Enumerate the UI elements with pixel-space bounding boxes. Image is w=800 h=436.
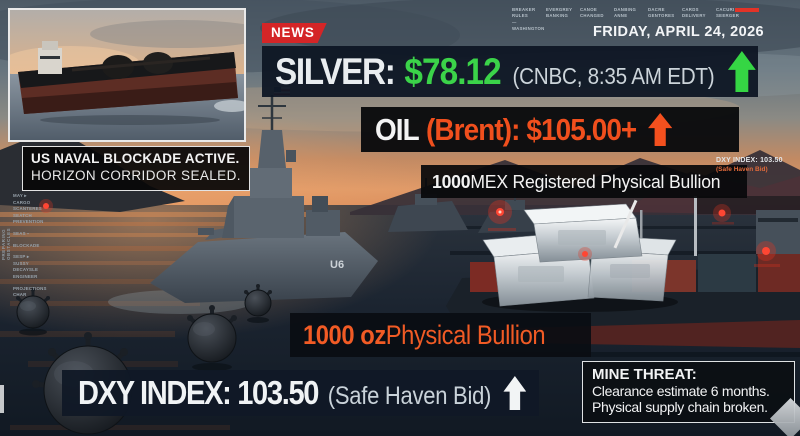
- mex-bullion-qty: 1000: [432, 170, 471, 192]
- oz-bullion-callout: 1000 oz Physical Bullion: [290, 313, 592, 357]
- ingot-stamp: [518, 266, 564, 282]
- ticker-accent-dash: [735, 8, 759, 12]
- oil-quote-bar: OIL (Brent): $105.00+: [361, 107, 739, 152]
- side-annotation: SESP ▸ SUSSY DECAYSLE ENGINEER: [13, 254, 39, 280]
- mex-bullion-callout: 1000 MEX Registered Physical Bullion: [421, 165, 747, 198]
- ticker-item: CARDS DELIVERY: [682, 7, 706, 19]
- oz-bullion-text: Physical Bullion: [385, 319, 546, 350]
- ticker-item: CACURI SEERGER: [716, 7, 740, 19]
- blockade-caption: US NAVAL BLOCKADE ACTIVE. HORIZON CORRID…: [22, 146, 250, 191]
- blockade-line2: HORIZON CORRIDOR SEALED.: [31, 167, 241, 183]
- side-annotation: MAY ▸ CARGO SCANTERES SEATCH PREVENTION: [13, 193, 44, 225]
- side-annotation: PROJECTIONS CHAR: [13, 285, 47, 298]
- red-lights: [39, 199, 780, 267]
- ticker-item: CANOE CHANGED: [580, 7, 604, 19]
- sea-mine: [244, 284, 272, 323]
- oil-up-arrow-icon: [648, 113, 673, 146]
- dxy-up-arrow-icon: [503, 376, 527, 410]
- sea-mine: [16, 288, 50, 336]
- side-annotation: BLOCKADE: [13, 242, 40, 248]
- tanker-scene: [10, 10, 244, 140]
- oil-price: (Brent): $105.00+: [426, 111, 637, 147]
- sea-mine: [187, 305, 237, 371]
- mini-dxy-line1: DXY INDEX: 103.50: [716, 157, 783, 164]
- dxy-label: DXY INDEX: 103.50: [78, 374, 319, 411]
- oz-bullion-qty: 1000 oz: [303, 319, 386, 350]
- silver-quote-bar: SILVER: $78.12 (CNBC, 8:35 AM EDT): [262, 46, 758, 97]
- ingot-stamp: [610, 264, 650, 278]
- silver-label: SILVER:: [275, 50, 396, 92]
- inset-photo: [8, 8, 246, 142]
- ticker-item: BREAKER RULES — WASHINGTON: [512, 7, 545, 32]
- mine-threat-line1: Clearance estimate 6 months.: [592, 382, 770, 399]
- blockade-line1: US NAVAL BLOCKADE ACTIVE.: [31, 151, 240, 166]
- mini-dxy-line2: (Safe Haven Bid): [716, 165, 768, 173]
- side-annotations: MAY ▸ CARGO SCANTERES SEATCH PREVENTION S…: [13, 193, 55, 304]
- ingot-stamp: [558, 230, 606, 245]
- silver-up-arrow-icon: [727, 51, 756, 92]
- mine-threat-title: MINE THREAT:: [592, 366, 697, 383]
- ticker-item: DANBING ANNE: [614, 7, 637, 19]
- date-label: FRIDAY, APRIL 24, 2026: [592, 24, 764, 40]
- mine-threat-line2: Physical supply chain broken.: [592, 398, 768, 415]
- ticker-item: EVERGREY BANKING: [546, 7, 573, 19]
- tanker-ship: [18, 41, 244, 125]
- silver-source: (CNBC, 8:35 AM EDT): [512, 62, 715, 89]
- left-vertical-caption: PREPARING OBSTACLES: [1, 227, 11, 260]
- left-edge-marker: [0, 385, 4, 413]
- ticker-item: DACRE GENTORES: [648, 7, 675, 19]
- mini-dxy-label: DXY INDEX: 103.50 (Safe Haven Bid): [716, 157, 788, 174]
- oil-label: OIL: [375, 111, 420, 147]
- silver-price: $78.12: [404, 50, 501, 92]
- news-badge: NEWS: [262, 23, 327, 43]
- dxy-note: (Safe Haven Bid): [327, 382, 492, 410]
- mine-threat-panel: MINE THREAT: Clearance estimate 6 months…: [582, 361, 800, 436]
- silver-ingots: [482, 203, 678, 312]
- ticker-strip: BREAKER RULES — WASHINGTON EVERGREY BANKI…: [512, 7, 742, 33]
- dxy-quote-bar: DXY INDEX: 103.50 (Safe Haven Bid): [62, 370, 539, 416]
- side-annotation: SEAS ▪: [13, 231, 29, 237]
- mex-bullion-text: MEX Registered Physical Bullion: [470, 170, 721, 192]
- main-destroyer: U6: [108, 87, 378, 314]
- hull-number: U6: [330, 259, 344, 271]
